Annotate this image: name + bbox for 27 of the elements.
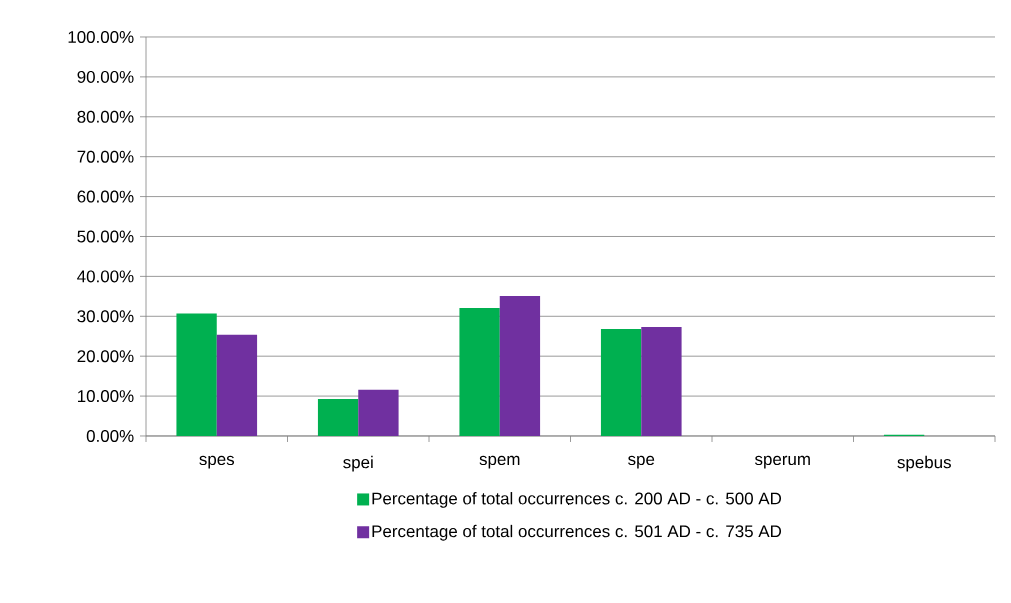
bar [176, 313, 217, 436]
y-tick-label: 30.00% [77, 310, 134, 323]
x-tick-label: spes [199, 455, 235, 469]
y-tick-label: 80.00% [77, 110, 134, 123]
bar [216, 334, 258, 436]
legend-label: Percentage of total occurrences c. 501 AD - c. 735 AD [372, 524, 782, 541]
bar [459, 307, 500, 436]
y-tick-label: 40.00% [77, 270, 134, 283]
bar [317, 398, 359, 436]
x-tick-label: spem [479, 455, 520, 469]
y-tick-label: 50.00% [77, 230, 134, 243]
y-tick-label: 100.00% [68, 30, 134, 43]
x-tick-label: spe [628, 455, 655, 469]
y-tick-label: 70.00% [77, 150, 134, 163]
y-tick-label: 90.00% [77, 70, 134, 83]
x-tick-label: spebus [897, 455, 951, 472]
x-tick-label: sperum [754, 455, 810, 469]
y-tick-label: 20.00% [77, 350, 134, 363]
bar [358, 389, 399, 436]
bar [600, 329, 642, 436]
y-tick-label: 0.00% [86, 429, 134, 442]
y-tick-label: 60.00% [77, 190, 134, 203]
bar [499, 295, 541, 436]
x-tick-label: spei [343, 455, 373, 472]
bar [641, 327, 682, 436]
y-tick-label: 10.00% [78, 390, 134, 403]
legend-label: Percentage of total occurrences c. 200 AD - c. 500 AD [372, 492, 782, 508]
